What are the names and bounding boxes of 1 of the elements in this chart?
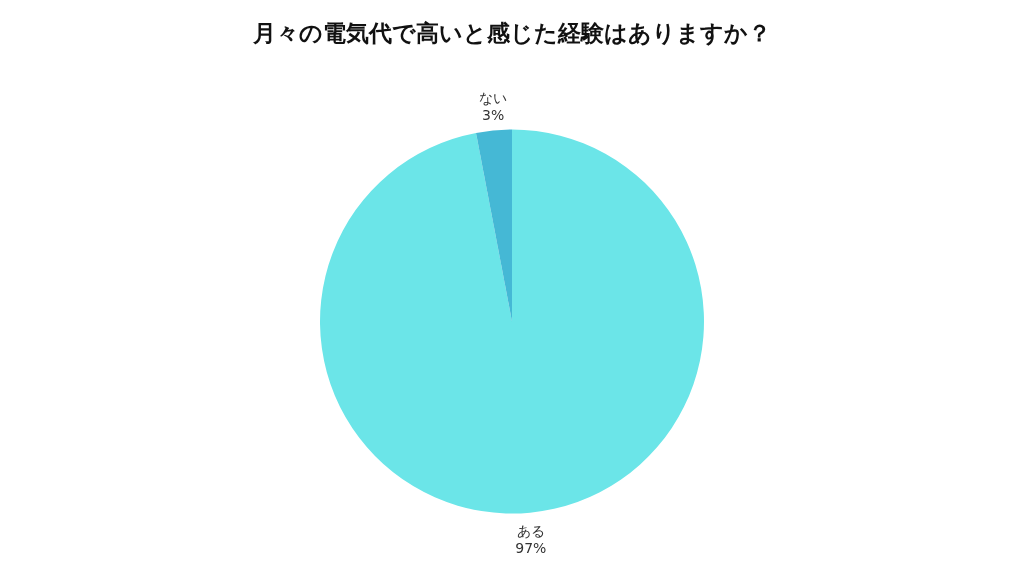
title: 月々の電気代で高いと感じた経験はありますか？	[253, 20, 771, 46]
